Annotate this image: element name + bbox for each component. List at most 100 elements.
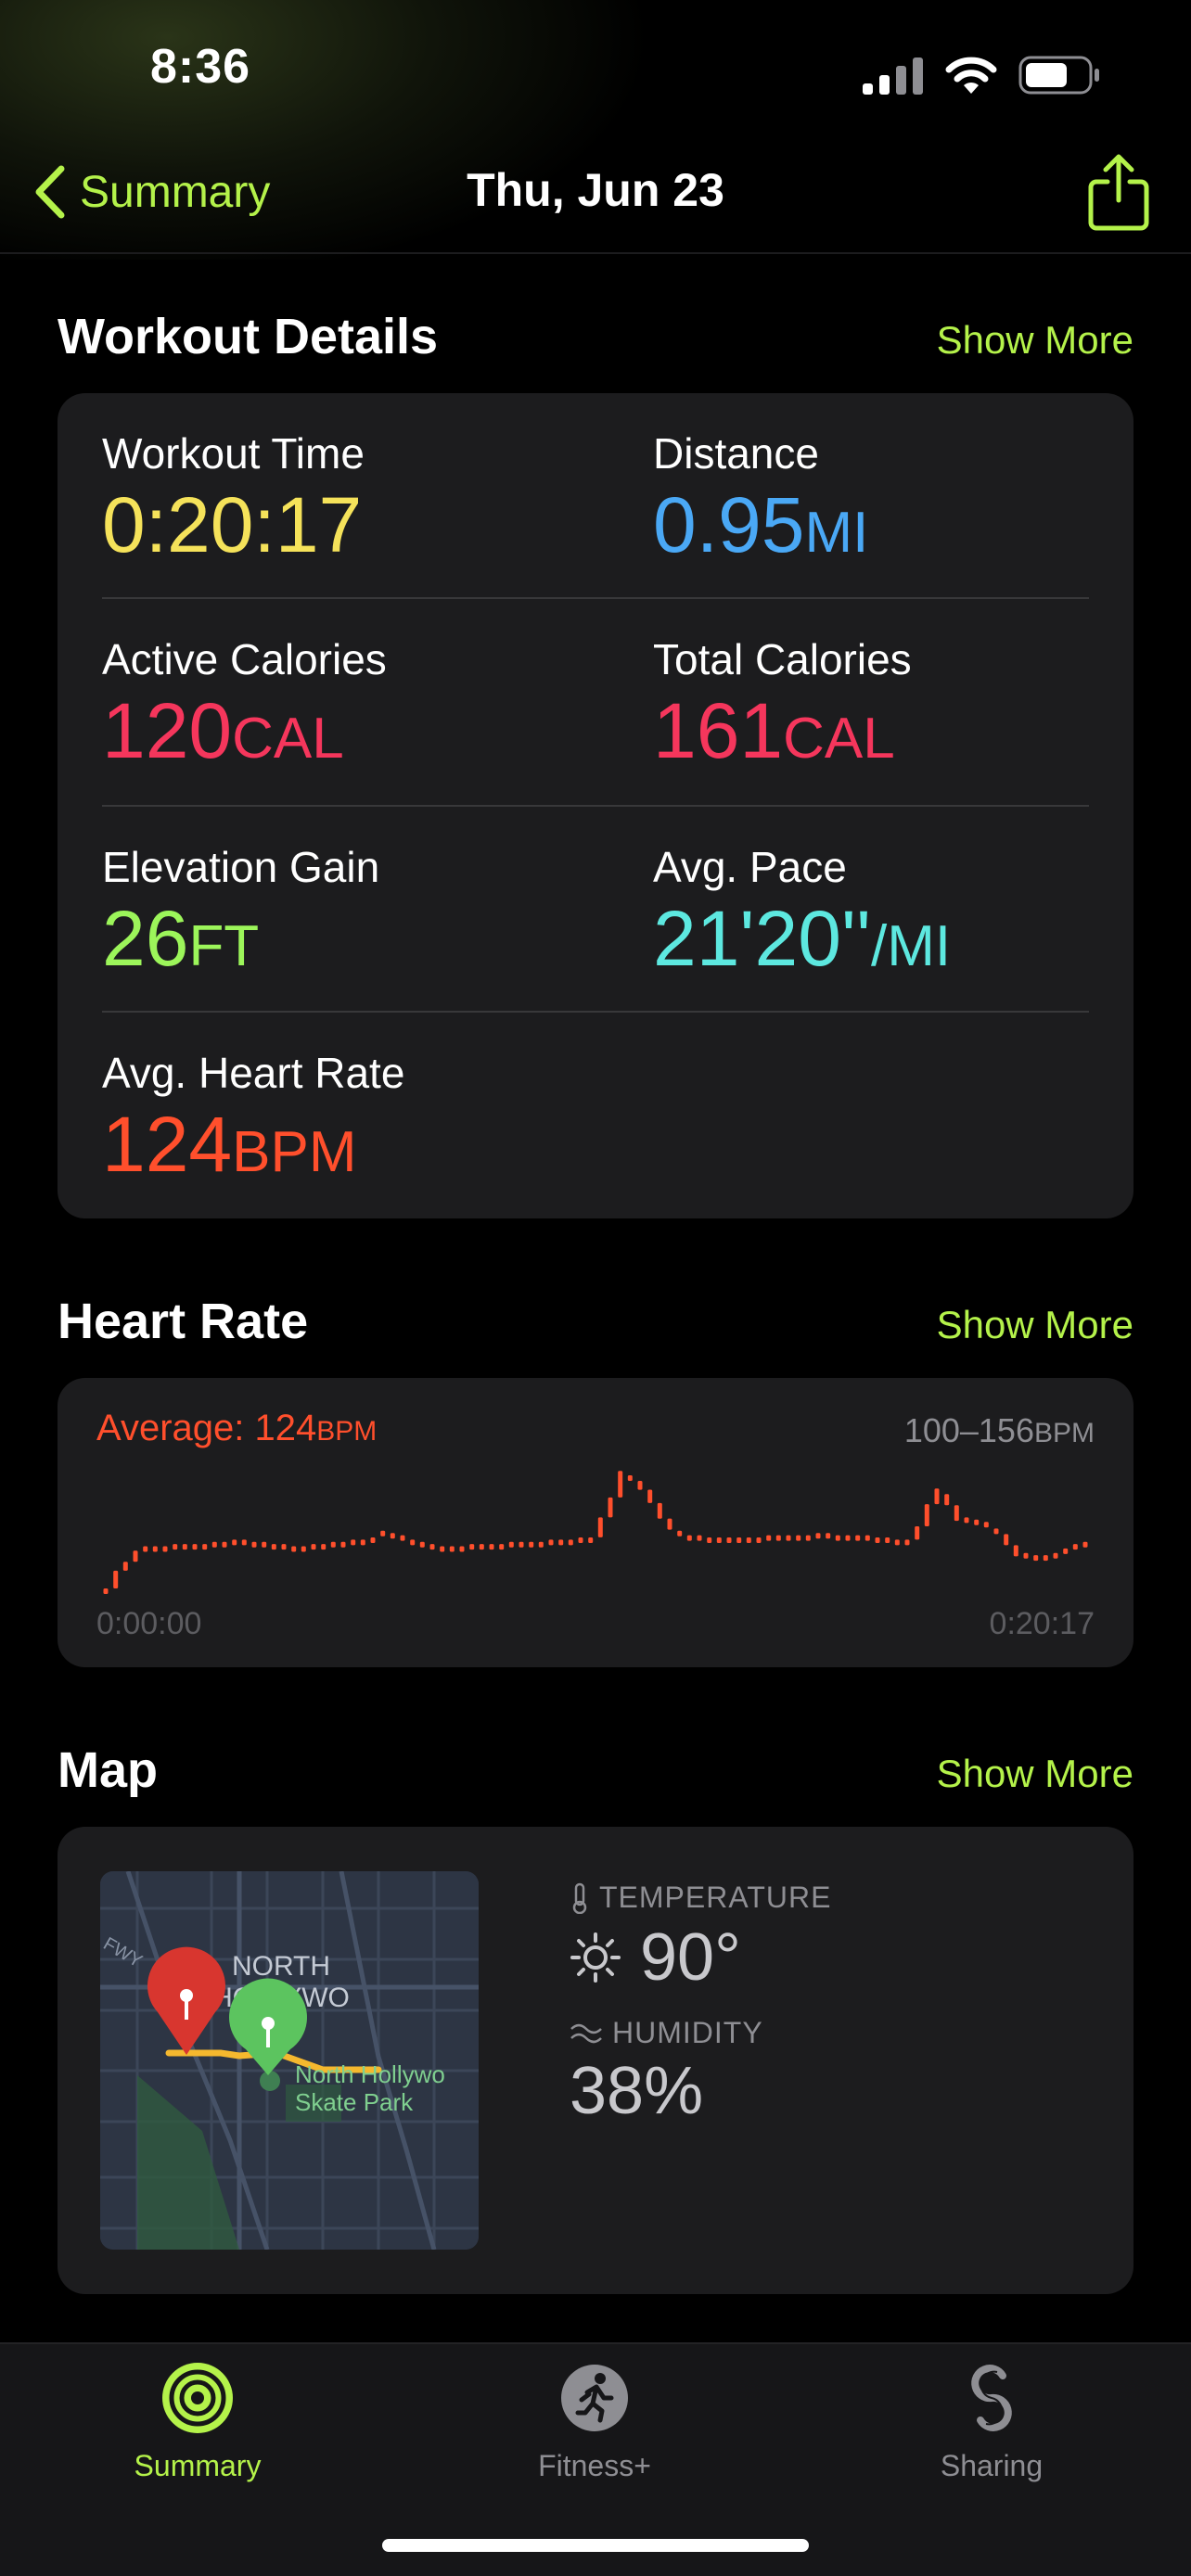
map-area-label-line1: NORTH (232, 1951, 330, 1982)
heart-rate-show-more-link[interactable]: Show More (936, 1303, 1133, 1346)
heart-rate-sample (419, 1541, 425, 1548)
heart-rate-sample (538, 1541, 544, 1548)
heart-rate-sample (707, 1537, 712, 1543)
humidity-label: HUMIDITY (570, 2016, 763, 2050)
map-header: Map Show More (58, 1741, 1133, 1799)
chevron-left-icon (35, 165, 65, 219)
heart-rate-sample (1082, 1541, 1088, 1548)
navigation-bar: Summary Thu, Jun 23 (0, 139, 1191, 254)
heart-rate-sample (1043, 1555, 1048, 1562)
heart-rate-sample (291, 1546, 297, 1552)
heart-rate-sample (133, 1550, 138, 1562)
heart-rate-sample (746, 1537, 751, 1543)
heart-rate-sample (113, 1570, 119, 1588)
heart-rate-sample (182, 1544, 187, 1550)
home-indicator[interactable] (382, 2539, 809, 2552)
heart-rate-sample (202, 1544, 208, 1550)
heart-rate-sample (440, 1546, 445, 1552)
heart-rate-sample (934, 1488, 940, 1505)
heart-rate-sample (499, 1544, 505, 1550)
route-map[interactable]: NORTH HOLLYWO North Hollywo Skate Park F… (100, 1871, 479, 2250)
heart-rate-sample (1023, 1552, 1029, 1559)
heart-rate-sample (351, 1539, 356, 1546)
heart-rate-sample (993, 1528, 999, 1535)
metric-label: Workout Time (102, 429, 365, 478)
tab-label: Sharing (940, 2449, 1044, 2482)
heart-rate-sample (232, 1539, 237, 1546)
heart-rate-sample (558, 1539, 564, 1546)
temperature-label: TEMPERATURE (570, 1881, 831, 1915)
heart-rate-sample (380, 1530, 386, 1537)
activity-rings-icon (162, 2363, 233, 2433)
heart-rate-sample (627, 1475, 633, 1481)
heart-rate-sample (805, 1535, 811, 1541)
map-card: NORTH HOLLYWO North Hollywo Skate Park F… (58, 1827, 1133, 2294)
divider (102, 597, 1089, 599)
heart-rate-sample (400, 1535, 405, 1541)
heart-rate-sample (588, 1537, 594, 1543)
heart-rate-sample (915, 1526, 920, 1540)
heart-rate-sample (162, 1546, 168, 1552)
temperature-value: 90° (570, 1919, 741, 1996)
heart-rate-sample (974, 1519, 980, 1525)
heart-rate-sample (944, 1494, 950, 1506)
metric-label: Total Calories (653, 635, 912, 683)
workout-details-header: Workout Details Show More (58, 308, 1133, 365)
heart-rate-sample (122, 1562, 128, 1571)
share-icon[interactable] (1083, 152, 1154, 232)
route-map-graphic: NORTH HOLLYWO North Hollywo Skate Park F… (100, 1871, 479, 2250)
sun-icon (570, 1932, 621, 1983)
status-time: 8:36 (150, 40, 251, 94)
status-icons (863, 48, 1102, 95)
map-poi-label-line2: Skate Park (295, 2088, 414, 2116)
back-button[interactable]: Summary (33, 159, 270, 224)
header-background (0, 0, 1191, 260)
heart-rate-sample (1072, 1544, 1078, 1550)
metric-value: 161CAL (653, 687, 895, 774)
status-bar: 8:36 (0, 0, 1191, 139)
heart-rate-sample (875, 1537, 880, 1543)
workout-details-show-more-link[interactable]: Show More (936, 318, 1133, 362)
metric-label: Distance (653, 429, 819, 478)
heart-rate-sample (222, 1541, 227, 1548)
tab-fitness-plus[interactable]: Fitness+ (474, 2363, 715, 2483)
heart-rate-sample (519, 1541, 524, 1548)
metric-label: Avg. Heart Rate (102, 1049, 405, 1097)
heart-rate-range: 100–156BPM (903, 1411, 1095, 1449)
heart-rate-sample (508, 1541, 514, 1548)
metric-value: 124BPM (102, 1101, 357, 1188)
heart-rate-sample (152, 1546, 158, 1552)
chart-time-start: 0:00:00 (96, 1606, 202, 1641)
heart-rate-sample (449, 1546, 455, 1552)
humidity-icon (570, 2023, 602, 2043)
heart-rate-card[interactable]: Average: 124BPM 100–156BPM 0:00:00 0:20:… (58, 1378, 1133, 1667)
heart-rate-sample (281, 1544, 287, 1550)
metric-active-calories: Active Calories 120CAL (102, 634, 387, 776)
cellular-signal-icon (863, 57, 923, 95)
tab-sharing[interactable]: Sharing (871, 2363, 1112, 2483)
heart-rate-sample (608, 1497, 613, 1518)
back-button-label: Summary (80, 167, 271, 217)
heart-rate-sample (529, 1541, 534, 1548)
heart-rate-sample (469, 1544, 475, 1550)
heart-rate-sample (340, 1541, 346, 1548)
metric-label: Active Calories (102, 635, 387, 683)
sharing-icon (971, 2365, 1012, 2431)
heart-rate-sample (241, 1539, 247, 1546)
metric-distance: Distance 0.95MI (653, 428, 868, 570)
heart-rate-sample (835, 1535, 840, 1541)
heart-rate-sample (370, 1537, 376, 1543)
heart-rate-chart (103, 1471, 1088, 1594)
heart-rate-sample (677, 1530, 683, 1537)
heart-rate-sample (1063, 1548, 1069, 1554)
heart-rate-sample (954, 1505, 959, 1522)
metric-value: 0:20:17 (102, 481, 363, 568)
heart-rate-sample (904, 1539, 910, 1546)
heart-rate-sample (301, 1546, 306, 1552)
heart-rate-sample (697, 1535, 702, 1541)
map-show-more-link[interactable]: Show More (936, 1752, 1133, 1795)
chart-time-end: 0:20:17 (989, 1606, 1095, 1641)
map-poi-label-line1: North Hollywo (295, 2060, 445, 2088)
heart-rate-sample (390, 1533, 395, 1539)
tab-summary[interactable]: Summary (77, 2363, 318, 2483)
